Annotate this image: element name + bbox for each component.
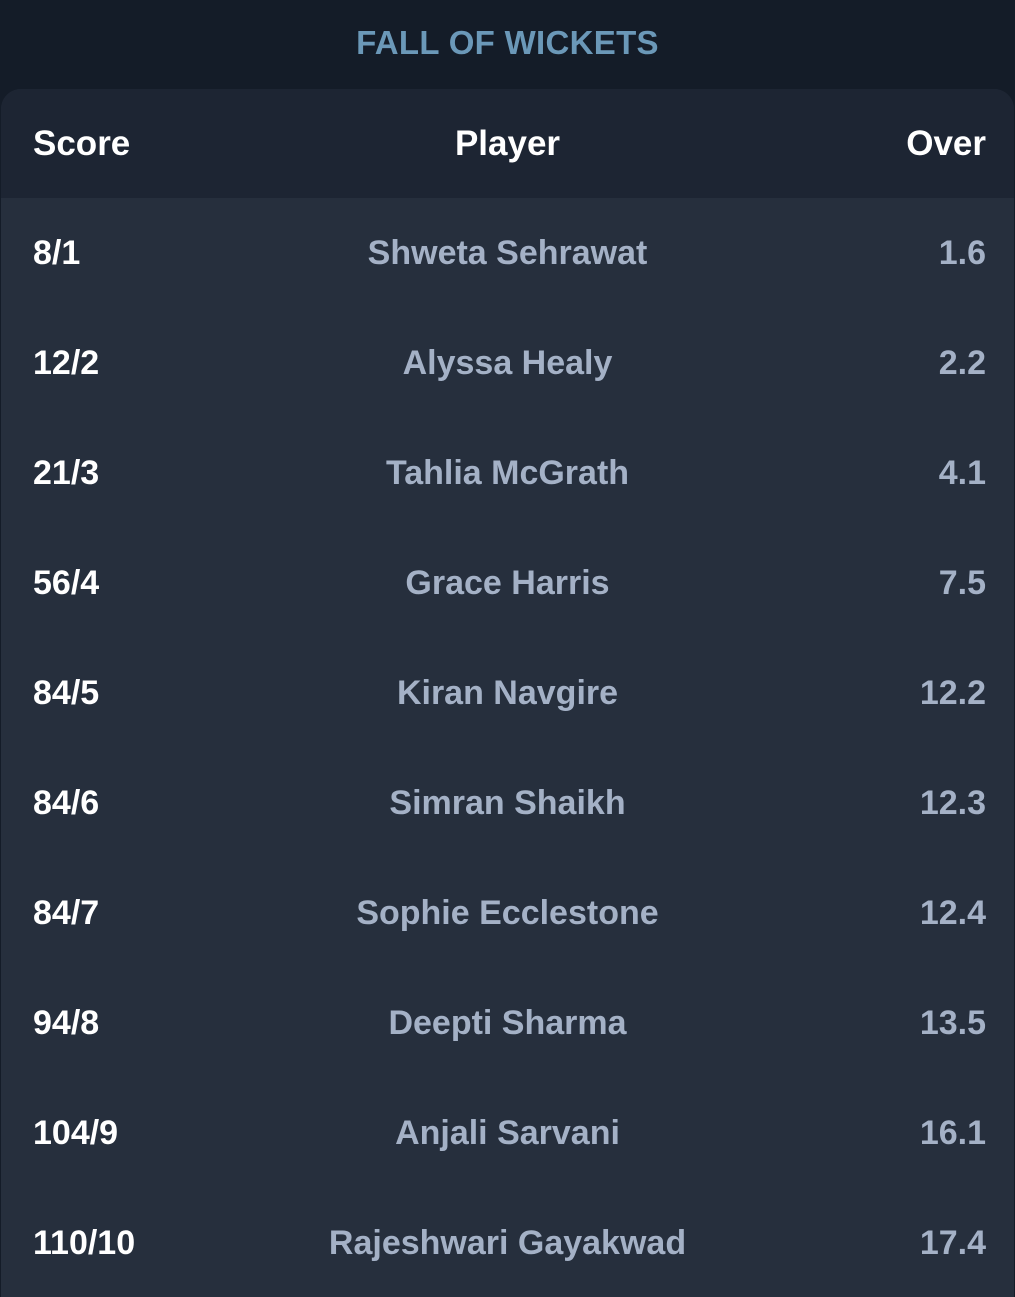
row-player-name: Simran Shaikh [389, 783, 626, 822]
fall-of-wickets-table: Score Player Over 8/1 Shweta Sehrawat 1.… [1, 89, 1014, 1297]
row-player-name: Sophie Ecclestone [356, 893, 659, 932]
row-score: 84/6 [33, 783, 100, 822]
table-row: 8/1 Shweta Sehrawat 1.6 [1, 198, 1014, 308]
table-row: 104/9 Anjali Sarvani 16.1 [1, 1078, 1014, 1188]
section-title: FALL OF WICKETS [356, 24, 659, 61]
row-over: 4.1 [938, 453, 986, 492]
row-score: 21/3 [33, 453, 100, 492]
row-over: 17.4 [919, 1223, 986, 1262]
column-header-score: Score [33, 123, 131, 163]
row-score: 12/2 [33, 343, 100, 382]
table-row: 21/3 Tahlia McGrath 4.1 [1, 418, 1014, 528]
column-header-player: Player [454, 123, 561, 163]
column-header-over: Over [906, 123, 986, 163]
table-row: 94/8 Deepti Sharma 13.5 [1, 968, 1014, 1078]
table-row: 84/7 Sophie Ecclestone 12.4 [1, 858, 1014, 968]
row-score: 94/8 [33, 1003, 100, 1042]
row-player-name: Alyssa Healy [402, 343, 613, 382]
row-score: 110/10 [33, 1223, 136, 1262]
table-row: 56/4 Grace Harris 7.5 [1, 528, 1014, 638]
row-over: 1.6 [938, 233, 986, 272]
table-row: 84/6 Simran Shaikh 12.3 [1, 748, 1014, 858]
row-player-name: Anjali Sarvani [395, 1113, 620, 1152]
row-player-name: Kiran Navgire [396, 673, 619, 712]
row-over: 7.5 [938, 563, 986, 602]
row-score: 84/5 [33, 673, 100, 712]
row-score: 56/4 [33, 563, 100, 602]
row-over: 12.2 [919, 673, 986, 712]
row-score: 8/1 [33, 233, 81, 272]
row-over: 2.2 [938, 343, 986, 382]
table-row: 12/2 Alyssa Healy 2.2 [1, 308, 1014, 418]
row-player-name: Shweta Sehrawat [367, 233, 648, 272]
row-player-name: Tahlia McGrath [385, 453, 630, 492]
table-row: 110/10 Rajeshwari Gayakwad 17.4 [1, 1188, 1014, 1297]
row-score: 84/7 [33, 893, 100, 932]
row-over: 16.1 [919, 1113, 986, 1152]
row-player-name: Rajeshwari Gayakwad [328, 1223, 687, 1262]
table-header: Score Player Over [1, 89, 1014, 198]
row-player-name: Grace Harris [405, 563, 610, 602]
row-player-name: Deepti Sharma [388, 1003, 627, 1042]
row-over: 13.5 [919, 1003, 986, 1042]
row-score: 104/9 [33, 1113, 119, 1152]
table-row: 84/5 Kiran Navgire 12.2 [1, 638, 1014, 748]
row-over: 12.4 [919, 893, 986, 932]
row-over: 12.3 [919, 783, 986, 822]
